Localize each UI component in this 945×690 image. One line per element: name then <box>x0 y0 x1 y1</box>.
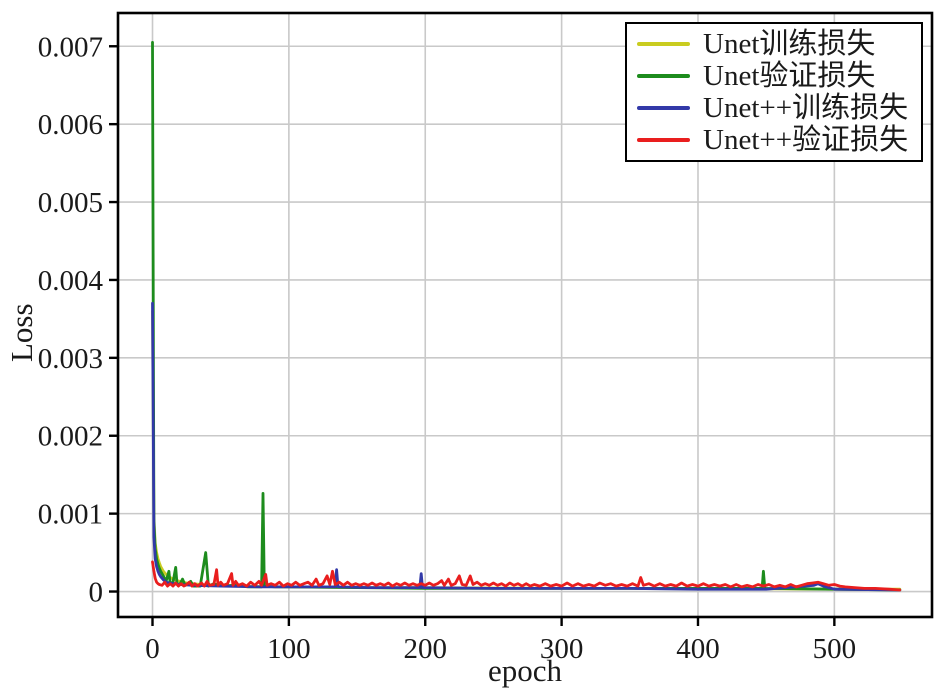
plot-border <box>116 11 934 619</box>
x-tick-label: 500 <box>813 633 857 665</box>
legend-item-unet-val: Unet验证损失 <box>637 59 921 92</box>
legend-label-unetpp-train: Unet++训练损失 <box>703 91 909 124</box>
y-axis-title: Loss <box>4 303 39 362</box>
x-tick-label: 300 <box>540 633 584 665</box>
x-tick-label: 400 <box>676 633 720 665</box>
y-tick-label: 0.004 <box>38 265 104 297</box>
legend-line-sample-unet-train <box>637 42 690 46</box>
legend-label-unet-val: Unet验证损失 <box>703 59 876 92</box>
series-line-unetpp-val <box>151 560 902 592</box>
y-tick-label: 0.006 <box>38 109 103 141</box>
x-tick-label: 0 <box>145 633 160 665</box>
y-tick-label: 0.007 <box>38 31 103 63</box>
x-axis-title: epoch <box>487 653 563 688</box>
legend: Unet训练损失 Unet验证损失 Unet++训练损失 Unet++验证损失 <box>625 22 923 162</box>
y-tick-label: 0.002 <box>38 421 103 453</box>
legend-label-unetpp-val: Unet++验证损失 <box>703 123 909 156</box>
legend-item-unetpp-val: Unet++验证损失 <box>637 123 921 156</box>
legend-item-unetpp-train: Unet++训练损失 <box>637 91 921 124</box>
y-tick-label: 0.003 <box>38 343 103 375</box>
y-tick-label: 0.005 <box>38 187 103 219</box>
legend-item-unet-train: Unet训练损失 <box>637 27 921 60</box>
x-tick-label: 100 <box>267 633 311 665</box>
y-tick-label: 0 <box>89 577 104 609</box>
legend-line-sample-unetpp-val <box>637 138 690 142</box>
legend-label-unet-train: Unet训练损失 <box>703 27 876 60</box>
legend-line-sample-unet-val <box>637 74 690 78</box>
series-line-unetpp-train <box>151 301 902 592</box>
legend-line-sample-unetpp-train <box>637 106 690 110</box>
x-tick-label: 200 <box>403 633 447 665</box>
y-tick-label: 0.001 <box>38 499 103 531</box>
